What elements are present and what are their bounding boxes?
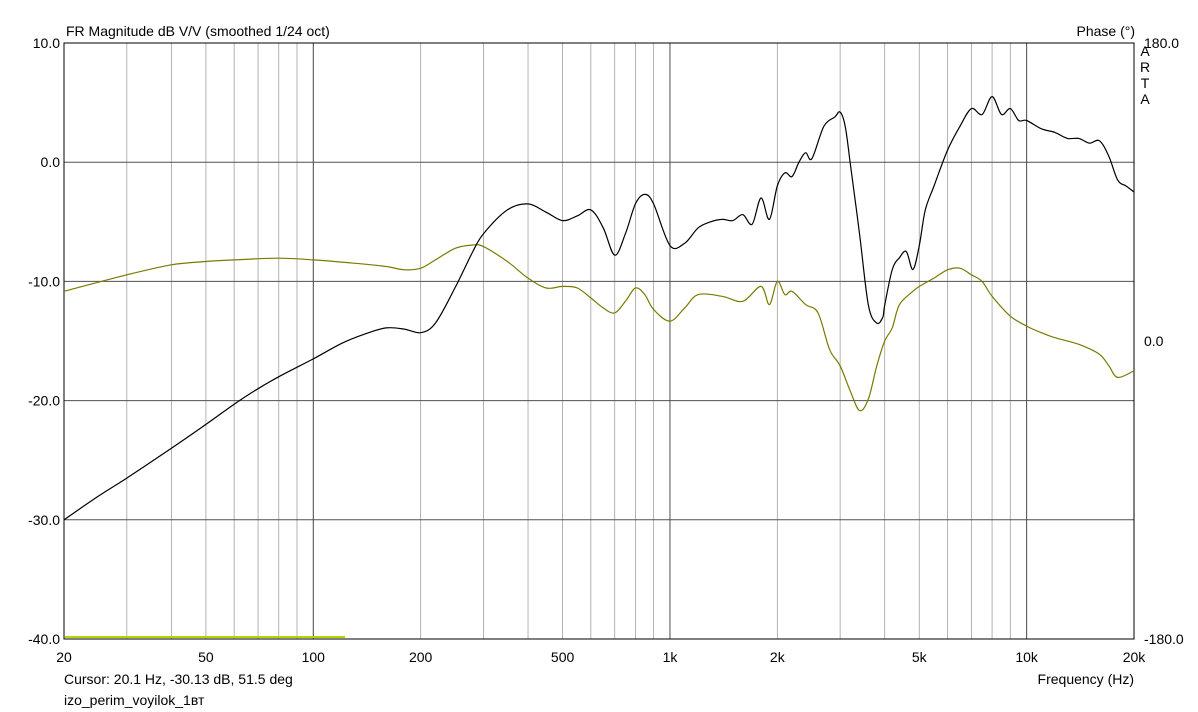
x-tick-label: 2k [770,649,786,665]
watermark-letter: T [1141,75,1150,91]
y-tick-label: 0.0 [41,154,61,170]
y2-tick-label: 0.0 [1144,333,1164,349]
x-tick-label: 50 [198,649,214,665]
y-tick-label: -30.0 [28,512,60,528]
x-tick-label: 100 [302,649,326,665]
x-tick-label: 1k [663,649,679,665]
y-tick-label: -40.0 [28,631,60,647]
watermark-letter: A [1140,43,1150,59]
y-tick-label: -20.0 [28,393,60,409]
y2-tick-labels: 180.0 0.0 -180.0 [1144,35,1184,647]
cursor-readout: Cursor: 20.1 Hz, -30.13 dB, 51.5 deg [64,671,293,687]
x-tick-label: 5k [912,649,928,665]
y-tick-label: -10.0 [28,273,60,289]
measurement-name: izo_perim_voyilok_1вт [64,692,205,708]
phase-series-line [63,244,1135,412]
x-tick-label: 500 [551,649,575,665]
watermark-letter: A [1140,91,1150,107]
x-tick-label: 200 [409,649,433,665]
plot-frame [63,42,1135,640]
y2-tick-label: -180.0 [1144,631,1184,647]
major-grid [64,43,1134,639]
x-axis-label: Frequency (Hz) [1038,671,1134,687]
minor-grid [126,43,1028,639]
phase-axis-label: Phase (°) [1076,23,1135,39]
x-tick-labels: 20 50 100 200 500 1k 2k 5k 10k 20k [56,649,1146,665]
y2-tick-label: 180.0 [1144,35,1179,51]
y-tick-label: 10.0 [33,35,60,51]
watermark-letter: R [1140,59,1150,75]
chart-title: FR Magnitude dB V/V (smoothed 1/24 oct) [66,23,330,39]
arta-watermark: A R T A [1140,43,1150,107]
y-tick-labels: 10.0 0.0 -10.0 -20.0 -30.0 -40.0 [28,35,60,647]
x-tick-label: 20k [1123,649,1147,665]
x-tick-label: 20 [56,649,72,665]
magnitude-series-line [63,95,1135,521]
x-tick-label: 10k [1015,649,1039,665]
